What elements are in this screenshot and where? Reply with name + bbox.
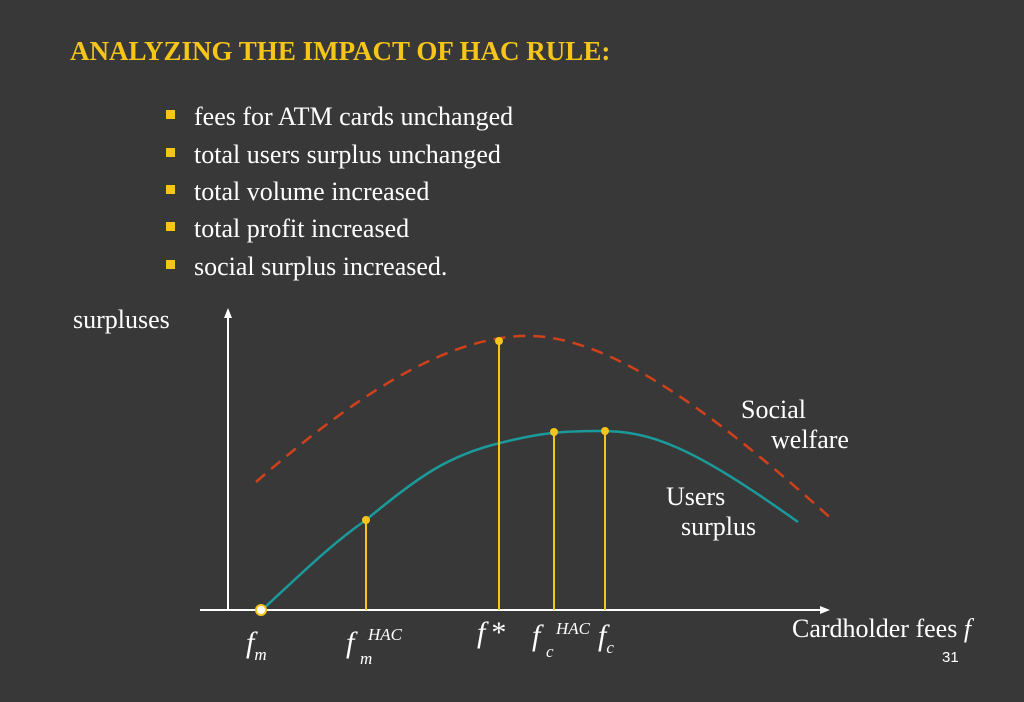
bullet-text: total profit increased (194, 214, 409, 243)
users-surplus-curve (261, 429, 799, 611)
bullet (166, 260, 175, 269)
marker-dot (495, 337, 503, 345)
axis-arrow (224, 308, 232, 318)
title: ANALYZING THE IMPACT OF HAC RULE: (70, 36, 610, 66)
curve-label: Users (666, 482, 725, 511)
axis-arrow (820, 606, 830, 614)
marker-dot (362, 516, 370, 524)
tick-sub: m (254, 645, 266, 664)
marker-dots (362, 337, 609, 524)
origin-dot (255, 604, 267, 616)
bullet (166, 148, 175, 157)
curve-label: Social (741, 395, 806, 424)
page-number: 31 (942, 649, 959, 666)
bullet (166, 222, 175, 231)
x-axis-label: Cardholder fees f (792, 614, 975, 643)
x-axis-text: Cardholder fees (792, 614, 957, 643)
bullet (166, 185, 175, 194)
tick-sup: HAC (555, 619, 591, 638)
tick-sub: c (606, 638, 614, 657)
labels: surpluses Social welfare Users surplus C… (73, 305, 975, 643)
marker-dot (601, 427, 609, 435)
tick-sub: c (546, 642, 554, 661)
bullet-text: total volume increased (194, 177, 429, 206)
tick-sup: HAC (367, 625, 403, 644)
bullet-text: total users surplus unchanged (194, 140, 501, 169)
curve-label: welfare (771, 425, 849, 454)
y-axis-label: surpluses (73, 305, 170, 334)
bullet-text: social surplus increased. (194, 252, 447, 281)
tick-sub: m (360, 649, 372, 668)
markers (365, 341, 606, 610)
marker-dot (550, 428, 558, 436)
bullet-list: fees for ATM cards unchanged total users… (166, 102, 513, 281)
tick-label: f * (477, 616, 506, 649)
x-axis-symbol: f (964, 614, 975, 643)
social-welfare-curve (255, 334, 836, 523)
bullet (166, 110, 175, 119)
tick-sup: * (491, 616, 506, 649)
bullet-text: fees for ATM cards unchanged (194, 102, 513, 131)
curve-label: surplus (681, 512, 756, 541)
